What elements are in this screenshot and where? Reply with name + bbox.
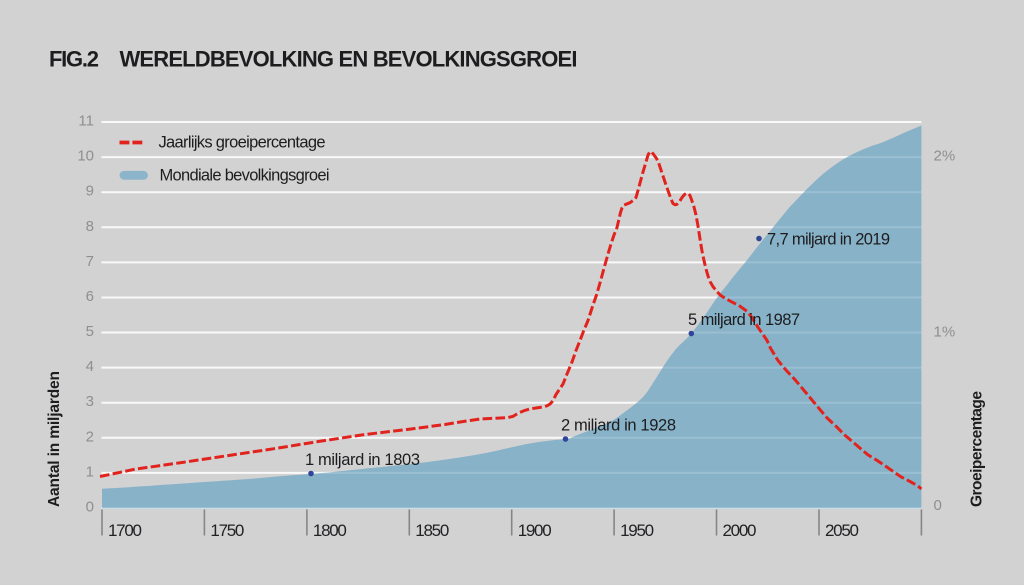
svg-text:2000: 2000 [723,521,757,540]
svg-text:2 miljard in 1928: 2 miljard in 1928 [561,417,676,435]
svg-text:2%: 2% [934,148,956,165]
svg-text:10: 10 [77,148,94,165]
svg-text:5: 5 [86,323,94,340]
svg-text:1 miljard in 1803: 1 miljard in 1803 [305,451,420,469]
svg-text:1700: 1700 [108,521,142,540]
svg-text:9: 9 [86,183,94,200]
svg-text:Aantal in miljarden: Aantal in miljarden [46,371,63,507]
svg-text:8: 8 [86,218,94,235]
svg-text:5 miljard in 1987: 5 miljard in 1987 [688,311,800,329]
svg-text:6: 6 [86,288,94,305]
svg-text:1950: 1950 [620,521,654,540]
svg-text:0: 0 [86,499,94,516]
svg-text:Groeipercentage: Groeipercentage [969,391,986,507]
svg-text:7,7 miljard in 2019: 7,7 miljard in 2019 [767,231,890,249]
svg-text:1: 1 [86,463,94,480]
svg-text:FIG.2: FIG.2 [49,47,99,72]
svg-text:1850: 1850 [415,521,449,540]
svg-text:Mondiale bevolkingsgroei: Mondiale bevolkingsgroei [160,167,330,185]
svg-text:7: 7 [86,253,94,270]
svg-text:Jaarlijks groeipercentage: Jaarlijks groeipercentage [159,134,326,152]
svg-text:11: 11 [78,113,94,130]
svg-text:4: 4 [86,358,94,375]
svg-text:1750: 1750 [210,521,244,540]
svg-text:1900: 1900 [518,521,552,540]
svg-text:WERELDBEVOLKING EN BEVOLKINGSG: WERELDBEVOLKING EN BEVOLKINGSGROEI [120,47,578,72]
svg-text:3: 3 [86,393,94,410]
svg-text:1800: 1800 [313,521,347,540]
svg-text:2: 2 [86,428,94,445]
svg-text:2050: 2050 [825,521,859,540]
svg-text:0: 0 [934,497,942,514]
svg-text:1%: 1% [934,324,956,341]
